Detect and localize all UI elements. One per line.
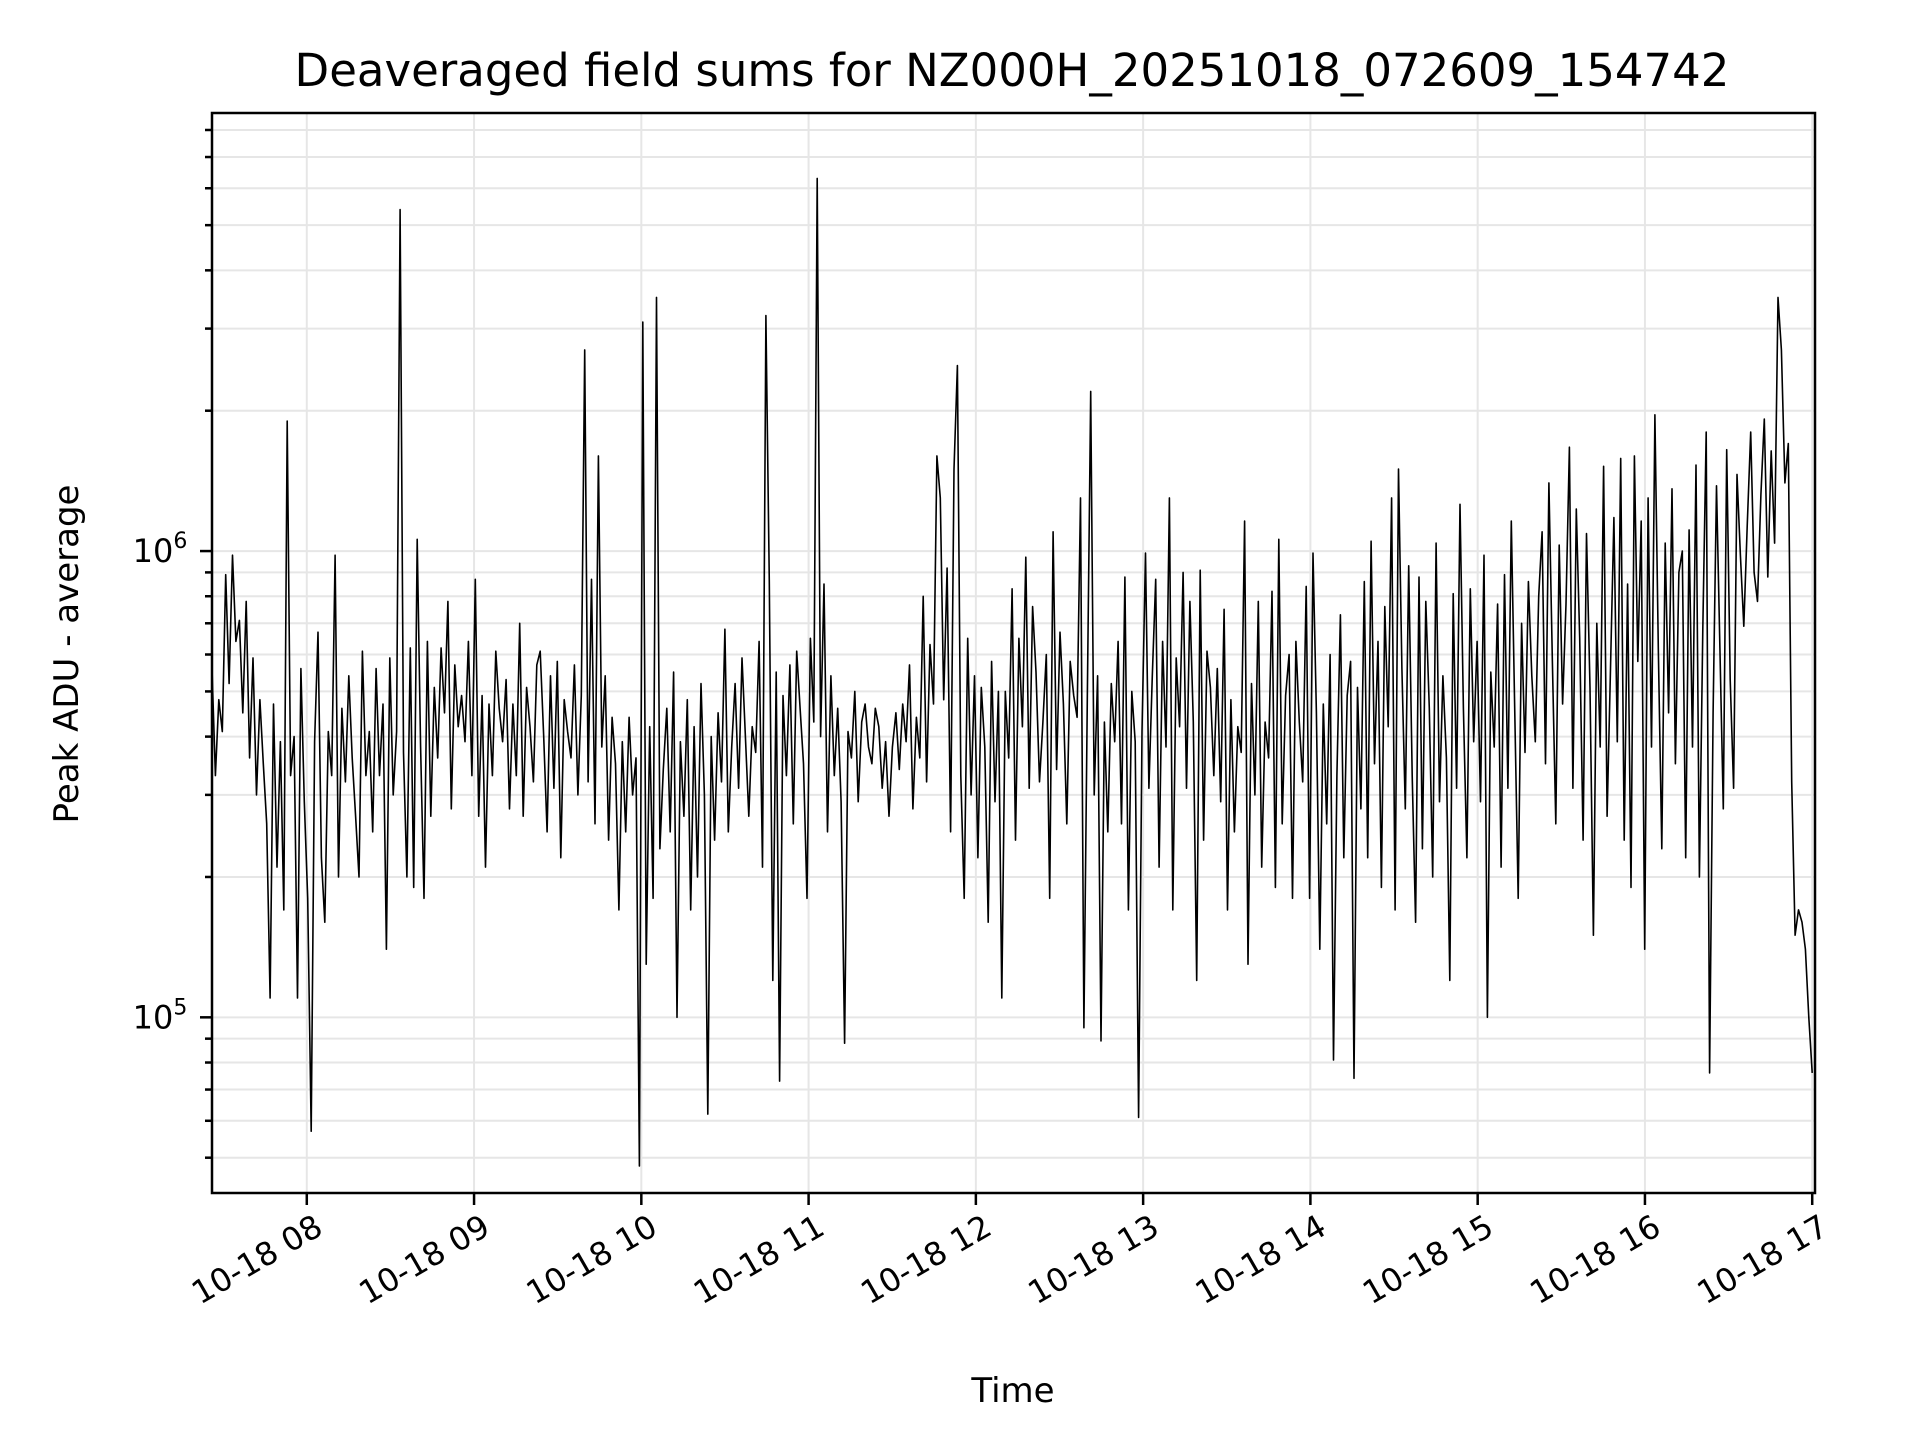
y-tick-label: 106 [133, 529, 188, 570]
series-line [211, 177, 1813, 1167]
plot-frame [210, 111, 1817, 1195]
x-axis-label: Time [970, 1371, 1054, 1411]
chart-title: Deaveraged field sums for NZ000H_2025101… [295, 44, 1730, 97]
plot-layer [211, 177, 1813, 1167]
y-axis-label: Peak ADU - average [47, 485, 87, 824]
y-tick-label: 105 [133, 995, 188, 1036]
